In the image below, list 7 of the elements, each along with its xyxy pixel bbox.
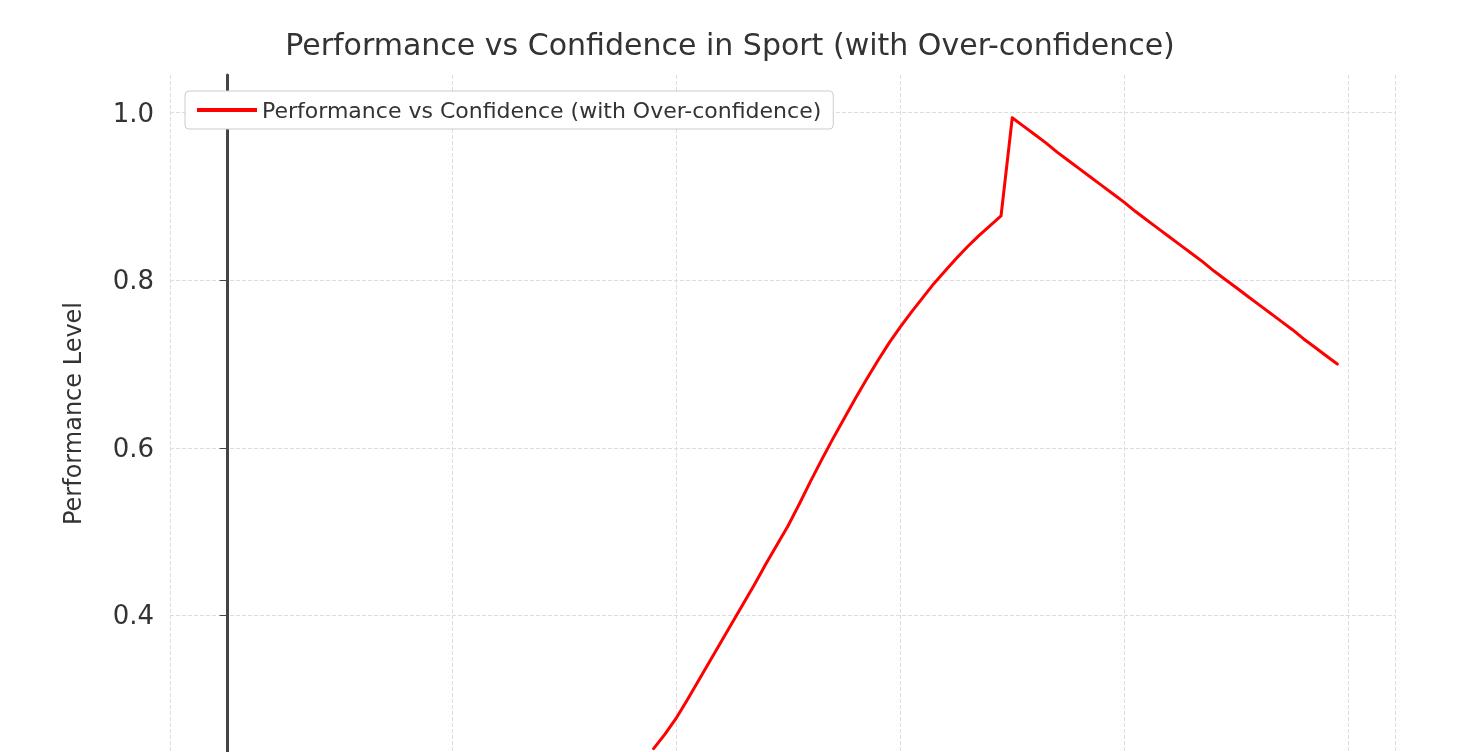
chart-title: Performance vs Confidence in Sport (with Over-confidence) <box>285 26 1175 62</box>
y-axis-title: Performance Level <box>59 301 87 526</box>
y-tick-label: 0.4 <box>112 600 154 631</box>
y-tick-label: 0.6 <box>112 432 154 463</box>
legend-label: Performance vs Confidence (with Over-confidence) <box>262 97 822 123</box>
y-tick-label: 1.0 <box>112 97 154 128</box>
y-tick-label: 0.8 <box>112 265 154 296</box>
